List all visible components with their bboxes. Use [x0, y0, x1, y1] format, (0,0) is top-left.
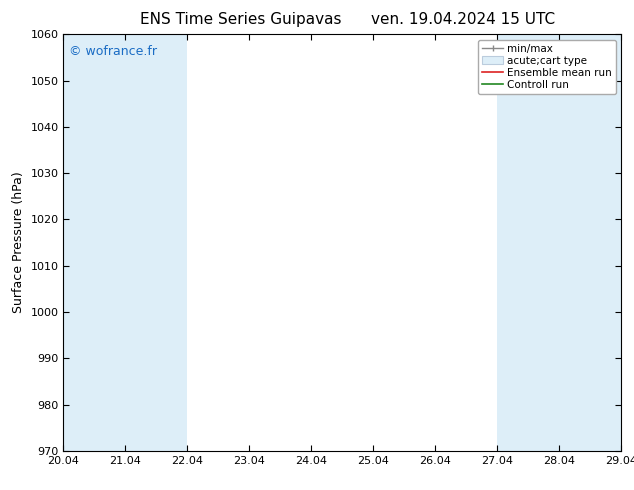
Text: ENS Time Series Guipavas: ENS Time Series Guipavas [140, 12, 342, 27]
Bar [497, 34, 559, 451]
Legend: min/max, acute;cart type, Ensemble mean run, Controll run: min/max, acute;cart type, Ensemble mean … [478, 40, 616, 94]
Text: ven. 19.04.2024 15 UTC: ven. 19.04.2024 15 UTC [371, 12, 555, 27]
Text: © wofrance.fr: © wofrance.fr [69, 45, 157, 58]
Bar [63, 34, 126, 451]
Bar [126, 34, 188, 451]
Bar [559, 34, 621, 451]
Y-axis label: Surface Pressure (hPa): Surface Pressure (hPa) [12, 172, 25, 314]
